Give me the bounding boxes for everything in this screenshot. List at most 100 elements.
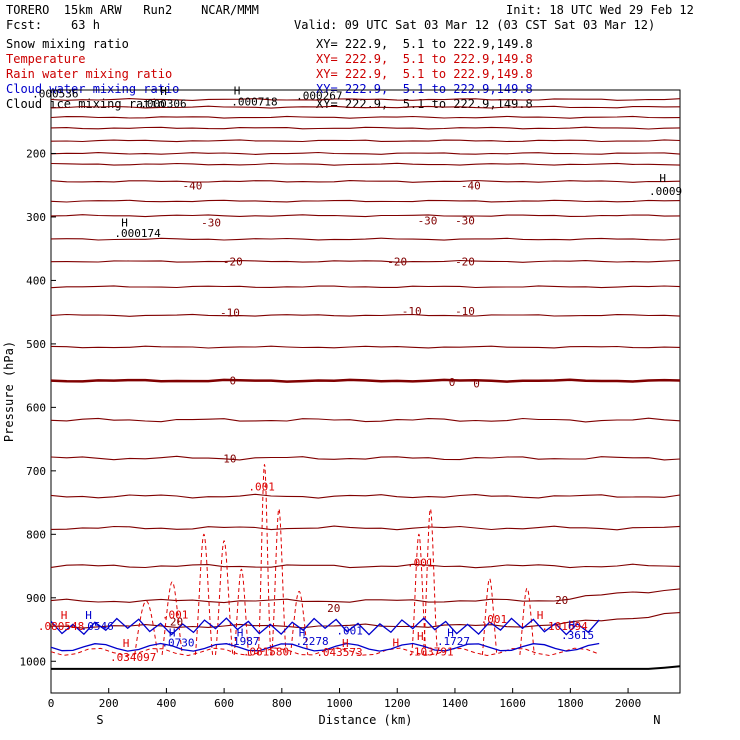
cloud-water-label: .1987 — [226, 635, 259, 648]
temperature-label: -40 — [461, 180, 481, 193]
max-marker: H — [237, 626, 244, 639]
cloud-water-label: .0546 — [81, 620, 114, 633]
temperature-label: 20 — [170, 616, 183, 629]
rain-label: .001 — [481, 613, 508, 626]
cloud-ice-label: .000718 — [231, 96, 277, 109]
rain-contour — [257, 463, 272, 655]
field-xy-rain: XY= 222.9, 5.1 to 222.9,149.8 — [316, 67, 533, 81]
isotherm-line — [50, 105, 681, 109]
x-tick-label: 600 — [214, 697, 234, 710]
cloud-ice-label: .000174 — [114, 227, 161, 240]
isotherm-line — [50, 126, 681, 130]
temperature-label: -20 — [455, 256, 475, 269]
isotherm-line — [50, 588, 681, 604]
cloud-ice-label: .0009 — [649, 185, 682, 198]
max-marker: H — [61, 609, 68, 622]
isotherm-line — [50, 313, 681, 317]
x-end-label-north: N — [653, 713, 660, 727]
x-tick-label: 1200 — [384, 697, 411, 710]
max-marker: H — [342, 637, 349, 650]
isotherm-line — [50, 115, 681, 119]
y-tick-label: 800 — [26, 528, 46, 541]
cloud-water-label: .001 — [336, 624, 363, 637]
max-marker: H — [85, 609, 92, 622]
isotherm-line — [50, 237, 681, 241]
cloud-ice-label: .000267 — [296, 89, 342, 102]
header-valid: Valid: 09 UTC Sat 03 Mar 12 (03 CST Sat … — [294, 18, 656, 32]
rain-label: .043573 — [316, 646, 362, 659]
x-tick-label: 1600 — [499, 697, 526, 710]
temperature-label: -20 — [223, 256, 243, 269]
max-marker: H — [537, 609, 544, 622]
x-tick-label: 0 — [48, 697, 55, 710]
max-marker: H — [123, 637, 130, 650]
cloud-water-label: .0730 — [161, 637, 194, 650]
max-marker: H — [417, 630, 424, 643]
rain-contour — [134, 600, 159, 655]
y-tick-label: 300 — [26, 211, 46, 224]
field-xy-temperature: XY= 222.9, 5.1 to 222.9,149.8 — [316, 52, 533, 66]
plot-frame — [50, 89, 681, 694]
temperature-label: -20 — [387, 256, 407, 269]
y-axis-label: Pressure (hPa) — [2, 341, 16, 442]
header-model: TORERO 15km ARW Run2 NCAR/MMM — [6, 3, 259, 17]
isotherm-line — [50, 162, 681, 166]
isotherm-line — [50, 563, 681, 569]
max-marker: H — [568, 619, 575, 632]
temperature-label: 0 — [473, 378, 480, 391]
rain-label: .001 — [407, 557, 434, 570]
rain-contour — [481, 578, 498, 655]
field-name-cloud-water: Cloud water mixing ratio — [6, 82, 180, 96]
x-tick-label: 800 — [272, 697, 292, 710]
y-tick-label: 400 — [26, 274, 46, 287]
temperature-label: -30 — [455, 214, 475, 227]
rain-contour — [161, 581, 183, 655]
isotherm-line — [50, 378, 681, 383]
max-marker: H — [160, 85, 167, 98]
temperature-label: 10 — [223, 452, 236, 465]
ground-line — [51, 665, 681, 670]
field-name-rain: Rain water mixing ratio — [6, 67, 173, 81]
isotherm-line — [50, 417, 681, 423]
temperature-label: -30 — [201, 216, 221, 229]
x-tick-label: 400 — [156, 697, 176, 710]
max-marker: H — [299, 626, 306, 639]
temperature-label: 0 — [229, 374, 236, 387]
temperature-label: -10 — [402, 305, 422, 318]
max-marker: H — [121, 216, 128, 229]
isotherm-line — [50, 151, 681, 155]
rain-contour — [271, 508, 287, 655]
isotherm-line — [50, 493, 681, 499]
isotherm-line — [50, 214, 681, 218]
field-name-snow: Snow mixing ratio — [6, 37, 129, 51]
header-fcst: Fcst: 63 h — [6, 18, 100, 32]
isotherm-line — [50, 199, 681, 203]
max-marker: H — [659, 172, 666, 185]
x-tick-label: 200 — [99, 697, 119, 710]
y-tick-label: 200 — [26, 147, 46, 160]
isotherm-line — [50, 345, 681, 349]
rain-contour — [422, 508, 439, 655]
rain-label: .103791 — [407, 645, 453, 658]
rain-contour — [519, 587, 535, 655]
cloud-water-label: .1727 — [437, 635, 470, 648]
y-tick-label: 1000 — [20, 655, 47, 668]
field-xy-cloud-water: XY= 222.9, 5.1 to 222.9,149.8 — [316, 82, 533, 96]
temperature-label: -10 — [220, 306, 240, 319]
rain-label: .001 — [248, 480, 275, 493]
rain-contour — [411, 533, 427, 655]
max-marker: H — [447, 626, 454, 639]
isotherm-line — [50, 612, 681, 629]
max-marker: H — [392, 637, 399, 650]
cloud-ice-label: .000306 — [140, 98, 186, 111]
cloud-water-label: .2278 — [296, 635, 329, 648]
cloud-water-label: .3615 — [561, 629, 594, 642]
cloud-ice-label: .000536 — [32, 87, 78, 100]
rain-contour — [233, 568, 250, 655]
temperature-label: -10 — [455, 305, 475, 318]
isotherm-line — [50, 139, 681, 143]
isotherm-line — [50, 285, 681, 289]
field-name-temperature: Temperature — [6, 52, 86, 66]
y-tick-label: 500 — [26, 338, 46, 351]
x-axis-label: Distance (km) — [319, 713, 413, 727]
